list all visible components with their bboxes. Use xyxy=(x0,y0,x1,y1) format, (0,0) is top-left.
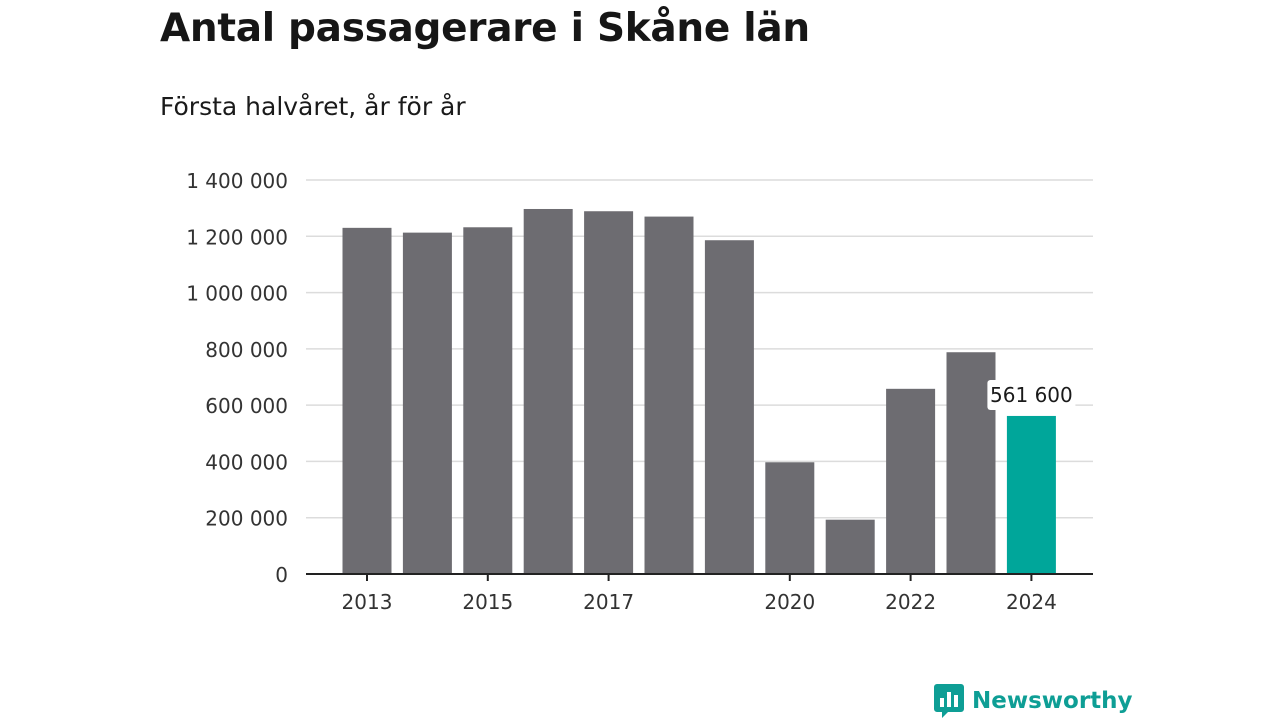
x-tick-label: 2017 xyxy=(583,590,634,614)
x-tick-label: 2015 xyxy=(462,590,513,614)
bar-2020 xyxy=(765,462,815,574)
y-tick-label: 0 xyxy=(275,563,288,587)
x-tick-label: 2013 xyxy=(342,590,393,614)
bar-2016 xyxy=(523,208,573,575)
bar-2019 xyxy=(704,240,754,574)
bar-2021 xyxy=(825,519,875,574)
x-tick-label: 2022 xyxy=(885,590,936,614)
bars xyxy=(342,208,1056,575)
y-tick-label: 200 000 xyxy=(205,507,288,531)
y-tick-label: 1 400 000 xyxy=(186,169,288,193)
newsworthy-logo-icon xyxy=(934,684,964,718)
x-tick-label: 2024 xyxy=(1006,590,1057,614)
brand-name: Newsworthy xyxy=(972,688,1133,714)
bar-2023 xyxy=(946,352,996,574)
bar-2018 xyxy=(644,216,694,575)
data-label-2024: 561 600 xyxy=(990,383,1073,407)
y-tick-label: 800 000 xyxy=(205,338,288,362)
chart-subtitle: Första halvåret, år för år xyxy=(160,92,466,121)
x-tick-label: 2020 xyxy=(764,590,815,614)
x-axis: 2013 2015 2017 2020 2022 2024 xyxy=(306,573,1093,614)
bar-2014 xyxy=(402,232,452,574)
y-tick-label: 1 200 000 xyxy=(186,225,288,249)
y-tick-label: 1 000 000 xyxy=(186,282,288,306)
bar-2024 xyxy=(1006,415,1056,574)
y-axis-ticks: 0 200 000 400 000 600 000 800 000 1 000 000 1 … xyxy=(186,169,288,587)
y-tick-label: 400 000 xyxy=(205,450,288,474)
data-labels: 561 600 xyxy=(987,379,1076,410)
brand-logo: Newsworthy xyxy=(934,684,1133,718)
bar-chart: 0 200 000 400 000 600 000 800 000 1 000 000 1 … xyxy=(186,169,1093,614)
y-tick-label: 600 000 xyxy=(205,394,288,418)
data-label-background xyxy=(987,379,1076,410)
chart-title: Antal passagerare i Skåne län xyxy=(160,6,810,51)
bar-2022 xyxy=(886,388,936,574)
bar-2015 xyxy=(463,227,513,574)
bar-2017 xyxy=(584,211,634,574)
bar-2013 xyxy=(342,227,392,575)
